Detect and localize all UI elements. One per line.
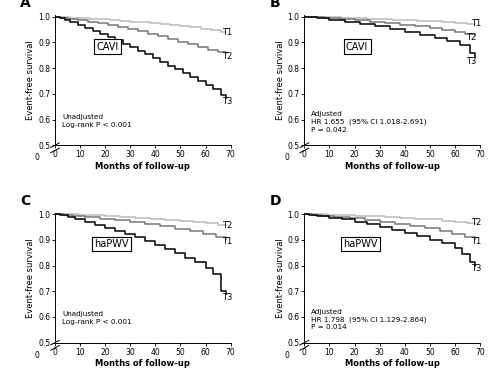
Text: T1: T1: [222, 28, 232, 37]
Text: 0: 0: [284, 153, 289, 162]
Text: T2: T2: [466, 33, 476, 42]
X-axis label: Months of follow-up: Months of follow-up: [96, 162, 190, 171]
X-axis label: Months of follow-up: Months of follow-up: [96, 359, 190, 368]
Text: T3: T3: [471, 264, 482, 273]
Text: B: B: [270, 0, 280, 10]
Text: T1: T1: [471, 237, 482, 246]
Text: T2: T2: [222, 221, 232, 230]
Text: T1: T1: [471, 19, 482, 28]
Text: C: C: [20, 194, 30, 208]
Text: 0: 0: [35, 153, 40, 162]
Text: Adjusted
HR 1.655  (95% CI 1.018-2.691)
P = 0.042: Adjusted HR 1.655 (95% CI 1.018-2.691) P…: [312, 112, 427, 133]
Text: CAVI: CAVI: [96, 42, 119, 52]
Text: haPWV: haPWV: [94, 239, 128, 249]
Y-axis label: Event-free survival: Event-free survival: [26, 40, 35, 120]
Text: T2: T2: [222, 52, 232, 61]
Text: haPWV: haPWV: [344, 239, 378, 249]
Text: T3: T3: [222, 97, 232, 106]
Text: 0: 0: [284, 351, 289, 360]
Text: T3: T3: [466, 57, 476, 66]
Y-axis label: Event-free survival: Event-free survival: [276, 40, 284, 120]
Text: D: D: [270, 194, 281, 208]
Text: 0: 0: [35, 351, 40, 360]
Text: T2: T2: [471, 218, 482, 227]
Text: T3: T3: [222, 293, 232, 302]
Y-axis label: Event-free survival: Event-free survival: [26, 238, 35, 318]
Text: T1: T1: [222, 236, 232, 246]
Text: Adjusted
HR 1.798  (95% CI 1.129-2.864)
P = 0.014: Adjusted HR 1.798 (95% CI 1.129-2.864) P…: [312, 309, 427, 330]
Y-axis label: Event-free survival: Event-free survival: [276, 238, 284, 318]
X-axis label: Months of follow-up: Months of follow-up: [345, 359, 440, 368]
Text: Unadjusted
Log-rank P < 0.001: Unadjusted Log-rank P < 0.001: [62, 311, 132, 325]
Text: CAVI: CAVI: [346, 42, 368, 52]
X-axis label: Months of follow-up: Months of follow-up: [345, 162, 440, 171]
Text: Unadjusted
Log-rank P < 0.001: Unadjusted Log-rank P < 0.001: [62, 114, 132, 127]
Text: A: A: [20, 0, 30, 10]
